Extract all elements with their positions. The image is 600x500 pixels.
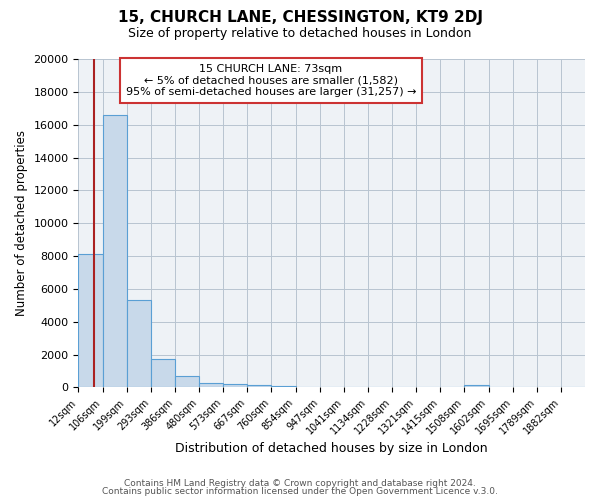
Text: 15, CHURCH LANE, CHESSINGTON, KT9 2DJ: 15, CHURCH LANE, CHESSINGTON, KT9 2DJ (118, 10, 482, 25)
Bar (199, 382, 223, 388)
Bar (103, 115, 127, 388)
Text: Size of property relative to detached houses in London: Size of property relative to detached ho… (128, 28, 472, 40)
Bar (175, 376, 199, 388)
Y-axis label: Number of detached properties: Number of detached properties (15, 130, 28, 316)
Text: Contains public sector information licensed under the Open Government Licence v.: Contains public sector information licen… (102, 487, 498, 496)
Bar (223, 384, 247, 388)
Bar (79, 254, 103, 388)
Bar (271, 386, 296, 388)
Text: 15 CHURCH LANE: 73sqm
← 5% of detached houses are smaller (1,582)
95% of semi-de: 15 CHURCH LANE: 73sqm ← 5% of detached h… (125, 64, 416, 97)
Bar (151, 358, 175, 388)
Text: Contains HM Land Registry data © Crown copyright and database right 2024.: Contains HM Land Registry data © Crown c… (124, 478, 476, 488)
X-axis label: Distribution of detached houses by size in London: Distribution of detached houses by size … (175, 442, 488, 455)
Bar (464, 385, 488, 388)
Bar (247, 385, 271, 388)
Bar (127, 300, 151, 388)
